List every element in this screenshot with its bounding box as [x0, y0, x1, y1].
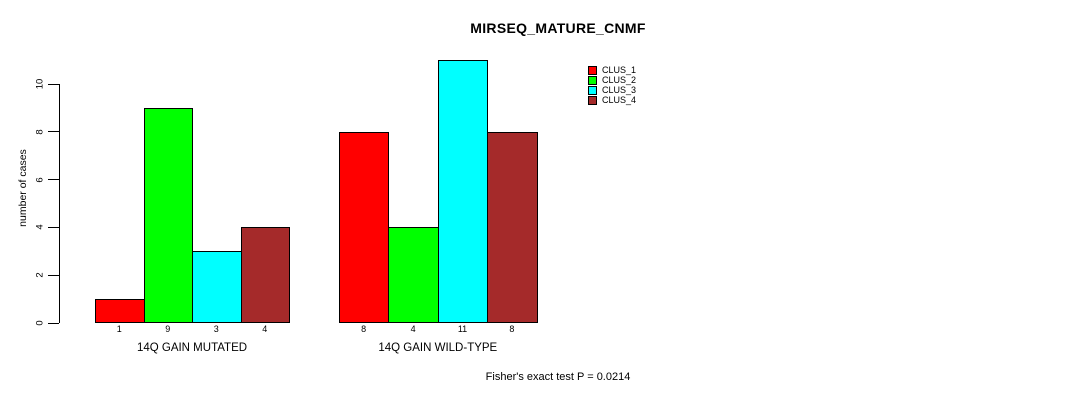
bar-value-label: 4 [410, 324, 416, 334]
bar-value-label: 4 [262, 324, 268, 334]
bar-clus_1-group2 [339, 131, 390, 323]
y-axis-tick-label: 2 [34, 272, 46, 278]
y-axis-tick-label: 0 [34, 320, 46, 326]
legend-label: CLUS_2 [602, 75, 637, 85]
annotation-text: Fisher's exact test P = 0.0214 [485, 371, 631, 383]
chart-title: MIRSEQ_MATURE_CNMF [470, 20, 646, 36]
x-group-label: 14Q GAIN MUTATED [136, 342, 248, 354]
legend-label: CLUS_4 [602, 95, 637, 105]
y-axis-tick [48, 274, 59, 276]
y-axis-line [59, 84, 60, 323]
bar-clus_3-group2 [437, 60, 489, 323]
legend-label: CLUS_3 [602, 85, 637, 95]
bar-value-label: 1 [116, 324, 122, 334]
y-axis-tick-label: 8 [34, 129, 46, 135]
bar-clus_4-group2 [487, 131, 538, 323]
y-axis-tick-label: 6 [34, 176, 46, 183]
legend-swatch-icon [588, 85, 597, 95]
bar-value-label: 8 [361, 324, 367, 334]
bar-value-label: 11 [457, 324, 468, 334]
bar-clus_2-group2 [388, 227, 439, 323]
y-axis-tick-label: 10 [34, 78, 46, 90]
legend-item-clus_2: CLUS_2 [588, 75, 636, 85]
legend-item-clus_4: CLUS_4 [588, 95, 636, 105]
y-axis-tick [48, 83, 59, 85]
legend: CLUS_1 CLUS_2 CLUS_3 CLUS_4 [588, 65, 636, 105]
x-group-label: 14Q GAIN WILD-TYPE [378, 342, 498, 354]
legend-item-clus_3: CLUS_3 [588, 85, 636, 95]
bar-value-label: 3 [213, 324, 219, 334]
y-axis-title: number of cases [17, 149, 29, 227]
bar-value-label: 8 [509, 324, 515, 334]
legend-swatch-icon [588, 95, 597, 105]
legend-label: CLUS_1 [602, 65, 637, 75]
legend-swatch-icon [588, 65, 597, 75]
y-axis-tick [48, 131, 59, 133]
bar-value-label: 9 [165, 324, 171, 334]
y-axis-tick-label: 4 [34, 224, 46, 231]
y-axis-tick [48, 322, 59, 324]
bar-clus_3-group1 [192, 251, 242, 323]
legend-item-clus_1: CLUS_1 [588, 65, 636, 75]
bar-clus_1-group1 [95, 299, 145, 323]
y-axis-tick [48, 226, 59, 228]
legend-swatch-icon [588, 75, 597, 85]
bar-clus_2-group1 [143, 107, 193, 323]
bar-clus_4-group1 [240, 227, 290, 323]
y-axis-tick [48, 179, 59, 181]
